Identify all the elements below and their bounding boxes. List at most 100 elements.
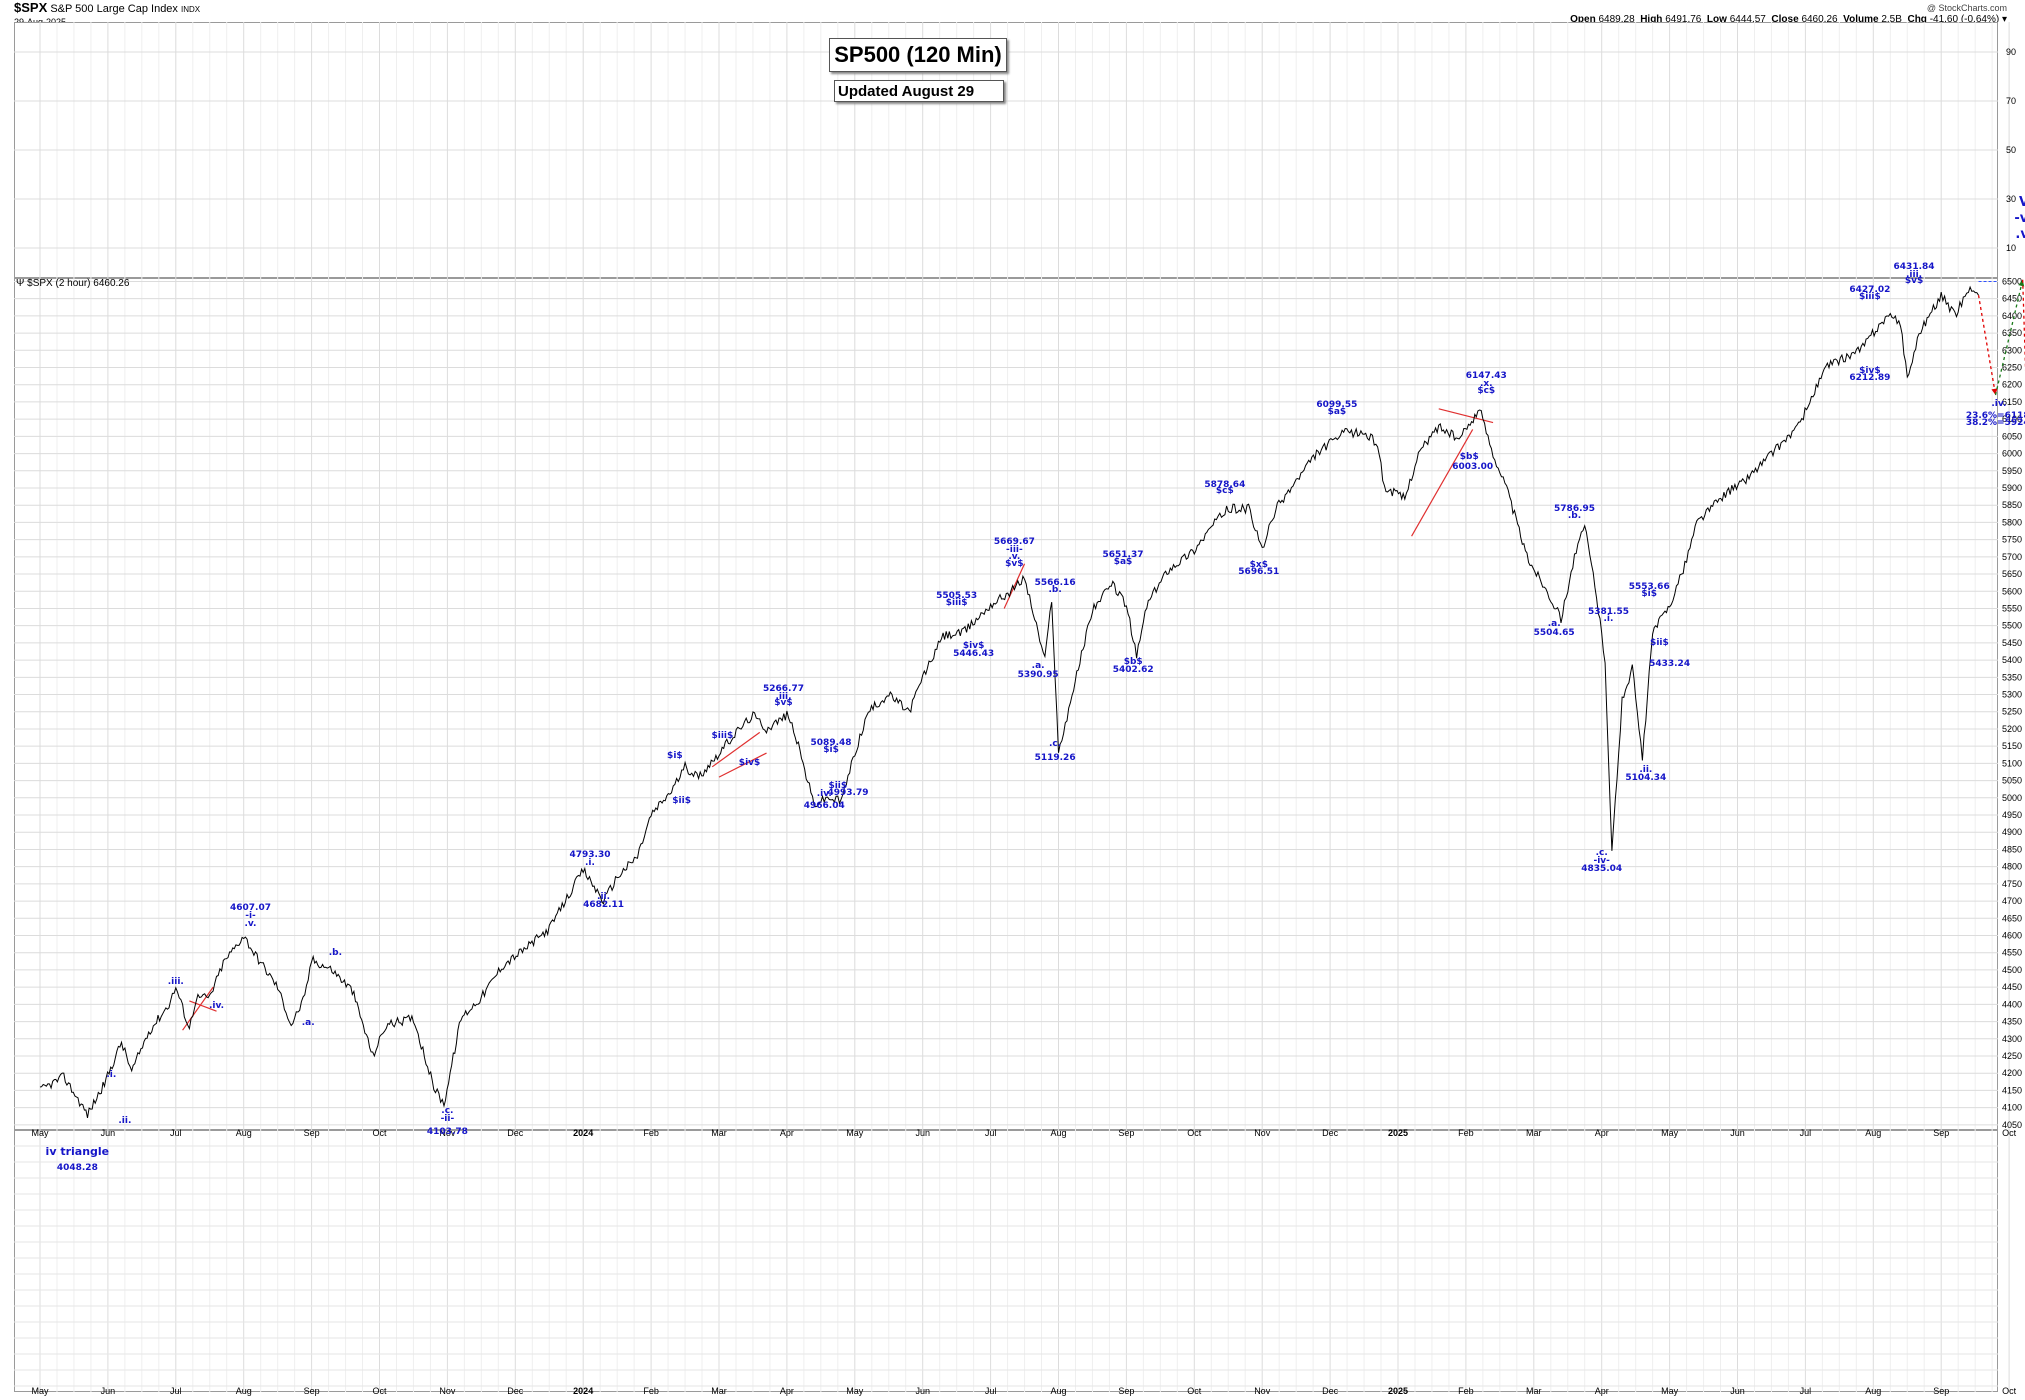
x-tick-label: Jul (1800, 1386, 1812, 1396)
wave-label: .c. (1049, 739, 1062, 750)
x-tick-label: Sep (1933, 1128, 1949, 1138)
wave-label: 5119.26 (1034, 753, 1076, 764)
y-tick-label: 6500 (2002, 276, 2022, 286)
x-tick-label: May (1661, 1128, 1679, 1138)
y-tick-label: 5150 (2002, 741, 2022, 751)
wave-label: $iv$ (738, 758, 761, 769)
x-tick-label: Oct (2002, 1386, 2017, 1396)
x-tick-label: Oct (1187, 1128, 1202, 1138)
wave-label: .a. (1547, 618, 1561, 629)
wave-label: 6431.84 (1893, 261, 1935, 272)
wave-label: $x$ (1249, 560, 1268, 571)
wave-label: 5402.62 (1112, 664, 1154, 675)
x-tick-label: Mar (1526, 1128, 1542, 1138)
wave-label: .i. (1603, 614, 1614, 625)
x-tick-label: Feb (643, 1128, 659, 1138)
wave-label: $ii$ (1650, 637, 1669, 648)
y-tick-label: 6450 (2002, 294, 2022, 304)
wave-label: 5566.16 (1034, 577, 1076, 588)
wave-label: $iii$ (1859, 291, 1881, 302)
chart-header-right: @ StockCharts.com Open 6489.28 High 6491… (1570, 2, 2007, 26)
x-tick-label: Jun (101, 1386, 116, 1396)
y-tick-label: 5600 (2002, 586, 2022, 596)
upper-tick-label: 90 (2006, 47, 2016, 57)
wave-label: 6427.02 (1849, 285, 1891, 296)
wave-label: .a. (1031, 661, 1045, 672)
y-tick-label: 5900 (2002, 483, 2022, 493)
wave-label: .b. (1048, 585, 1062, 596)
wave-label: $v$ (1005, 558, 1024, 569)
wave-label: 4682.11 (583, 899, 625, 910)
upper-tick-label: 30 (2006, 194, 2016, 204)
wave-label: 4103.78 (426, 1126, 468, 1137)
price-panel (14, 278, 1998, 1130)
projection-line (1977, 295, 1997, 396)
y-tick-label: 6000 (2002, 449, 2022, 459)
x-tick-label: Jul (170, 1386, 182, 1396)
trendline (711, 731, 761, 768)
wave-label-major: .v. (2015, 227, 2025, 242)
wave-label: 5381.55 (1587, 606, 1629, 617)
y-tick-label: 4550 (2002, 948, 2022, 958)
y-tick-label: 6150 (2002, 397, 2022, 407)
trendline (182, 986, 214, 1031)
y-tick-label: 4150 (2002, 1085, 2022, 1095)
wave-label: 5786.95 (1554, 503, 1596, 514)
y-tick-label: 5300 (2002, 690, 2022, 700)
y-tick-label: 4500 (2002, 965, 2022, 975)
open-label: Open (1570, 14, 1596, 25)
wave-label: -iv- (1593, 855, 1610, 866)
wave-label: $iii$ (945, 598, 968, 609)
y-tick-label: 5350 (2002, 672, 2022, 682)
wave-label: 4835.04 (1581, 864, 1623, 875)
x-tick-label: Nov (1254, 1386, 1271, 1396)
y-tick-label: 6100 (2002, 414, 2022, 424)
upper-tick-label: 70 (2006, 96, 2016, 106)
wave-label: $a$ (1113, 557, 1133, 567)
x-tick-label: Jun (101, 1128, 116, 1138)
y-tick-label: 4050 (2002, 1120, 2022, 1130)
x-tick-label: Sep (1118, 1128, 1134, 1138)
exchange: INDX (181, 5, 201, 14)
trendline (1438, 408, 1494, 424)
x-tick-label: Jul (985, 1386, 997, 1396)
x-tick-label: Oct (2002, 1128, 2017, 1138)
wave-label: .a. (301, 1018, 315, 1029)
wave-label: .iii. (775, 691, 792, 702)
x-tick-label: Jul (1800, 1128, 1812, 1138)
y-tick-label: 4900 (2002, 827, 2022, 837)
wave-label: .c. (1595, 847, 1608, 858)
y-tick-label: 4450 (2002, 982, 2022, 992)
wave-label: 5669.67 (993, 537, 1035, 548)
y-tick-label: 4250 (2002, 1051, 2022, 1061)
wave-label: $iv$ (1859, 365, 1881, 376)
y-tick-label: 5850 (2002, 500, 2022, 510)
x-tick-label: Feb (1458, 1386, 1474, 1396)
x-tick-label: Aug (1865, 1386, 1881, 1396)
close-value: 6460.26 (1801, 14, 1838, 25)
wave-label: 5390.95 (1017, 669, 1059, 680)
credit: @ StockCharts.com (1926, 3, 2007, 13)
symbol: $SPX (14, 0, 48, 15)
high-label: High (1640, 14, 1663, 25)
y-tick-label: 5050 (2002, 776, 2022, 786)
upper-tick-label: 10 (2006, 243, 2016, 253)
y-tick-label: 6350 (2002, 328, 2022, 338)
wave-label: 6147.43 (1465, 371, 1507, 382)
wave-label: .iii. (167, 976, 184, 987)
updated-label: Updated August 29 (834, 80, 1004, 102)
x-tick-label: Jun (915, 1386, 930, 1396)
y-tick-label: 4350 (2002, 1017, 2022, 1027)
wave-label: -ii- (440, 1113, 455, 1124)
wave-label: 4607.07 (229, 902, 271, 913)
chg-label: Chg (1907, 14, 1927, 25)
wave-label: 6099.55 (1316, 400, 1358, 411)
x-tick-label: Apr (780, 1386, 794, 1396)
wave-label: 5446.43 (953, 648, 995, 659)
wave-label: .i. (585, 857, 595, 868)
chevron-down-icon[interactable]: ▾ (2001, 14, 2007, 25)
x-tick-label: Apr (780, 1128, 794, 1138)
high-value: 6491.76 (1665, 14, 1702, 25)
y-tick-label: 5500 (2002, 621, 2022, 631)
